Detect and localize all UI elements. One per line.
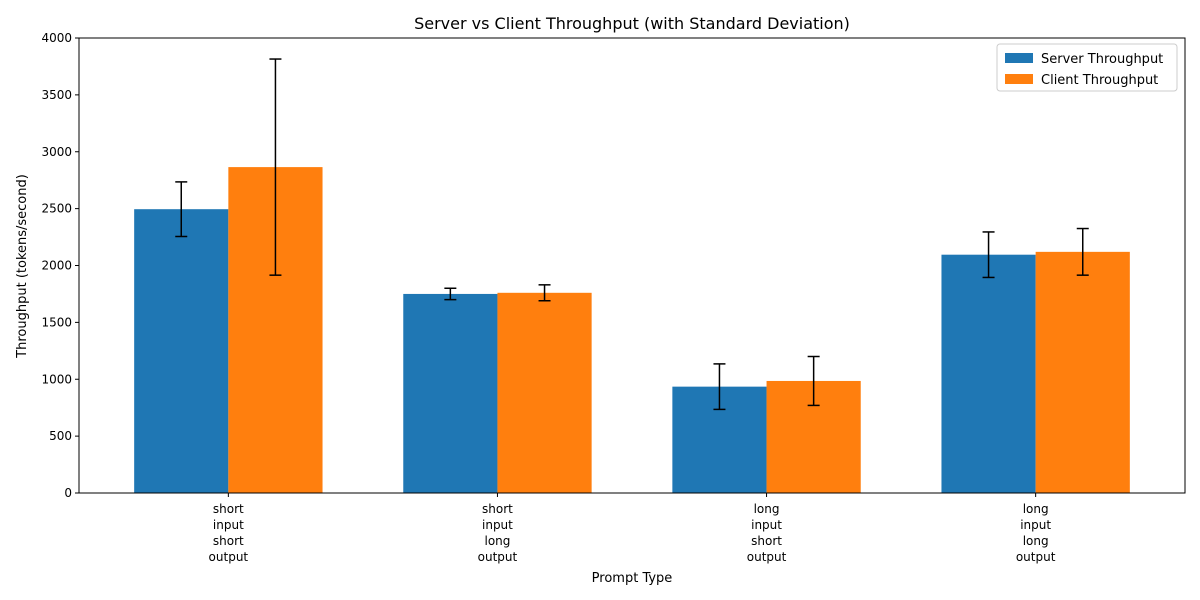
x-axis-label: Prompt Type <box>592 571 673 586</box>
x-axis: short input short output short input long outpu… <box>209 493 1056 564</box>
y-tick-label: 2000 <box>41 259 72 273</box>
legend-box <box>996 43 1178 92</box>
bar-server-0 <box>134 209 229 493</box>
y-tick-label: 500 <box>49 429 72 443</box>
bar-server-3 <box>941 254 1036 493</box>
legend-label-client: Client Throughput <box>1041 73 1158 88</box>
y-tick-label: 3000 <box>41 145 72 159</box>
x-tick-label: short input short output <box>209 502 249 564</box>
error-bars-group <box>175 58 1089 411</box>
x-tick-label: long input long output <box>1016 502 1056 564</box>
y-tick-label: 1000 <box>41 372 72 386</box>
x-tick-label: short input long output <box>478 502 518 564</box>
y-axis-label: Throughput (tokens/second) <box>15 174 30 359</box>
chart-title: Server vs Client Throughput (with Standa… <box>414 14 850 33</box>
bar-server-1 <box>403 293 498 493</box>
legend: Server Throughput Client Throughput <box>996 43 1178 92</box>
y-tick-label: 1500 <box>41 315 72 329</box>
y-axis: 0 500 1000 1500 2000 2500 3000 3500 4000 <box>41 31 79 500</box>
bar-client-3 <box>1035 251 1130 493</box>
y-tick-label: 2500 <box>41 202 72 216</box>
legend-swatch-client <box>1005 74 1033 84</box>
legend-label-server: Server Throughput <box>1041 52 1163 67</box>
legend-swatch-server <box>1005 53 1033 63</box>
bars-group <box>134 167 1130 493</box>
y-tick-label: 4000 <box>41 31 72 45</box>
x-tick-label: long input short output <box>747 502 787 564</box>
y-tick-label: 0 <box>64 486 72 500</box>
y-tick-label: 3500 <box>41 88 72 102</box>
bar-client-1 <box>497 292 592 493</box>
